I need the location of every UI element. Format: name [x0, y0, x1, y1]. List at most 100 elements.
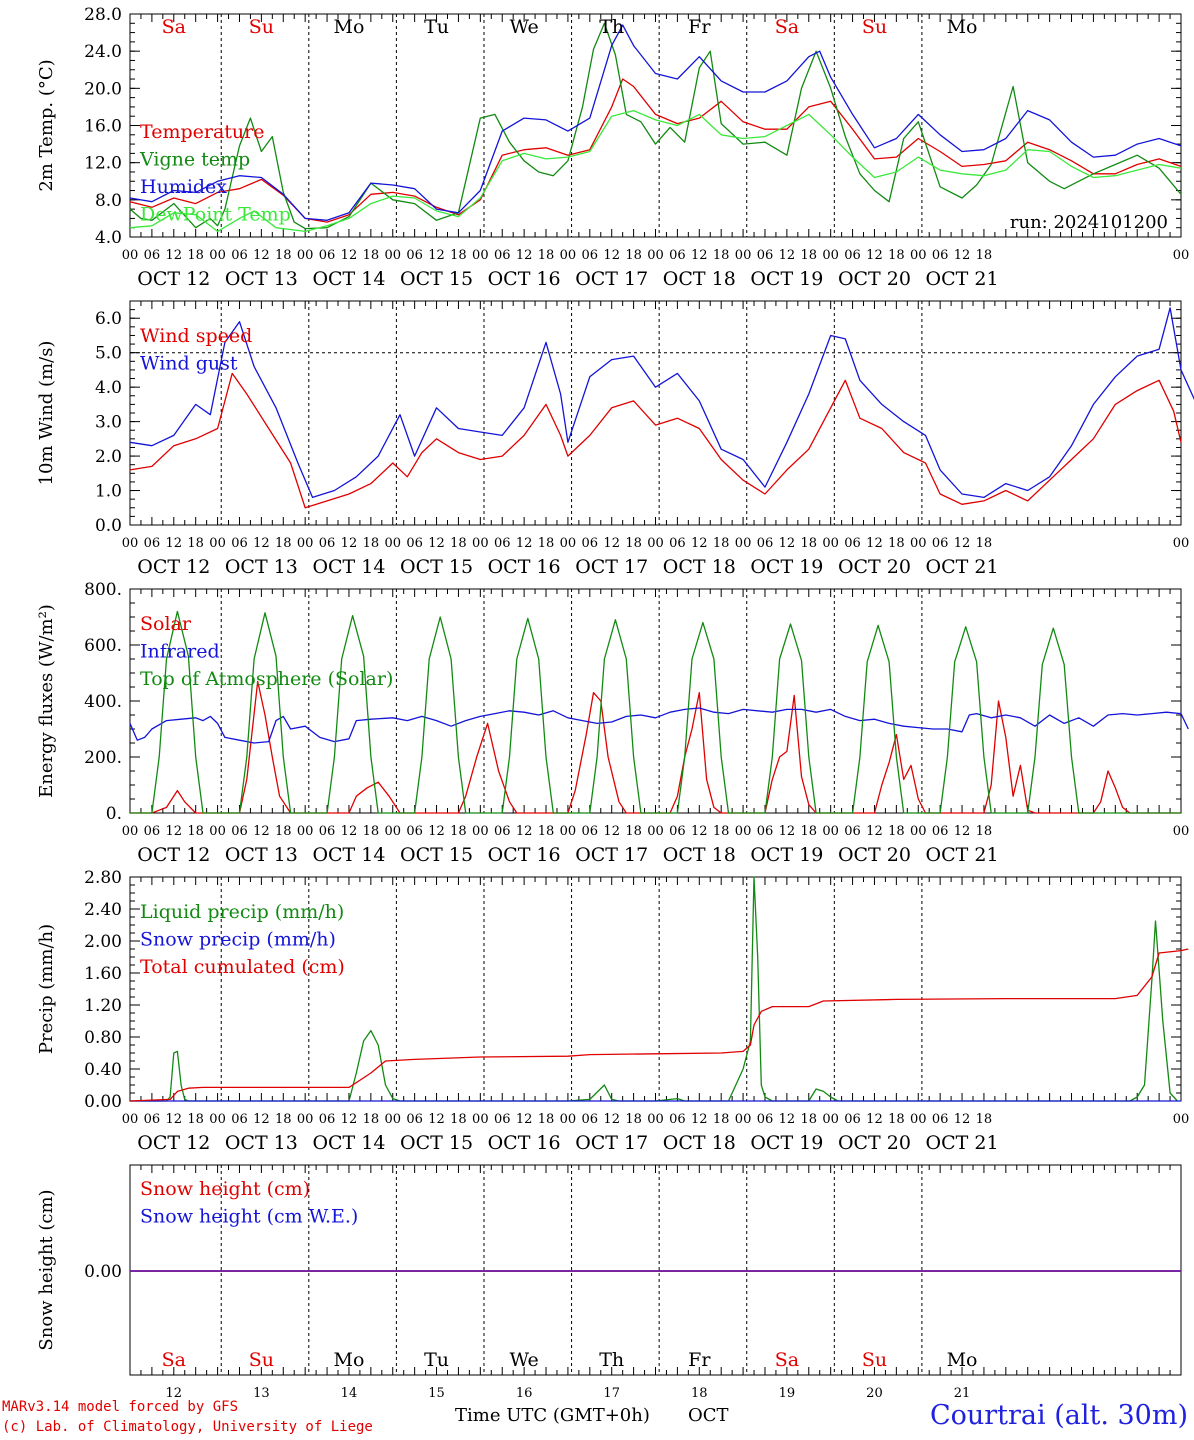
- day-number-label: 21: [954, 1386, 971, 1401]
- x-hour-label: 18: [363, 1112, 380, 1127]
- x-date-label: OCT 17: [575, 556, 648, 578]
- weekday-label: Su: [862, 16, 887, 38]
- y-tick-label: 2.80: [84, 868, 122, 888]
- x-hour-label: 18: [713, 248, 730, 263]
- y-tick-label: 24.0: [84, 42, 122, 62]
- y-tick-label: 0.80: [84, 1028, 122, 1048]
- y-tick-label: 0.00: [84, 1092, 122, 1112]
- x-hour-label: 18: [976, 824, 993, 839]
- x-hour-label: 18: [187, 536, 204, 551]
- weekday-label: Su: [249, 16, 274, 38]
- weekday-label: Su: [862, 1349, 887, 1371]
- y-tick-label: 2.40: [84, 900, 122, 920]
- x-hour-label: 18: [275, 248, 292, 263]
- x-hour-label: 12: [341, 824, 358, 839]
- day-number-label: 18: [691, 1386, 708, 1401]
- weekday-label: Mo: [334, 1349, 365, 1371]
- series-line-blue: [129, 707, 1189, 744]
- lab-credit: (c) Lab. of Climatology, University of L…: [2, 1419, 373, 1435]
- x-date-label: OCT 21: [926, 844, 999, 866]
- panel-1: [129, 13, 1182, 238]
- x-hour-label: 12: [253, 248, 270, 263]
- series-line-blue: [129, 307, 1194, 499]
- weekday-label: Fr: [688, 1349, 711, 1371]
- x-hour-label: 18: [450, 248, 467, 263]
- x-hour-label: 00: [910, 536, 927, 551]
- x-hour-label: 18: [713, 1112, 730, 1127]
- x-hour-label: 00: [297, 1112, 314, 1127]
- y-tick-label: 1.0: [95, 482, 122, 502]
- x-hour-label: 06: [319, 824, 336, 839]
- x-hour-label: 06: [669, 824, 686, 839]
- x-hour-label: 12: [166, 536, 183, 551]
- x-hour-label: 12: [428, 248, 445, 263]
- x-hour-label: 18: [800, 248, 817, 263]
- x-hour-label: 12: [954, 536, 971, 551]
- x-hour-label: 06: [844, 824, 861, 839]
- legend-entry: Snow height (cm): [140, 1178, 310, 1200]
- x-date-label: OCT 14: [312, 556, 385, 578]
- x-hour-label: 18: [625, 536, 642, 551]
- x-hour-label: 18: [363, 824, 380, 839]
- x-date-label: OCT 19: [750, 268, 823, 290]
- x-date-label: OCT 18: [663, 556, 736, 578]
- x-hour-label: 06: [406, 248, 423, 263]
- y-tick-label: 1.20: [84, 996, 122, 1016]
- x-hour-label: 06: [494, 824, 511, 839]
- x-hour-label: 18: [275, 1112, 292, 1127]
- legend-entry: Temperature: [140, 121, 264, 143]
- x-hour-label: 00: [297, 248, 314, 263]
- y-tick-label: 600.: [84, 636, 122, 656]
- x-date-label: OCT 19: [750, 556, 823, 578]
- x-hour-label: 06: [494, 1112, 511, 1127]
- x-hour-label: 06: [932, 248, 949, 263]
- y-tick-label: 3.0: [95, 413, 122, 433]
- x-hour-label: 18: [888, 824, 905, 839]
- x-date-label: OCT 13: [225, 1132, 298, 1154]
- x-hour-label: 00: [122, 248, 139, 263]
- x-hour-label: 12: [691, 248, 708, 263]
- y-axis-label: 2m Temp. (°C): [36, 59, 57, 191]
- x-hour-label: 00: [822, 1112, 839, 1127]
- x-hour-label: 12: [516, 824, 533, 839]
- x-hour-label: 18: [713, 536, 730, 551]
- x-hour-label: 00: [384, 248, 401, 263]
- panel-5: [129, 1164, 1182, 1376]
- x-hour-label: 00: [122, 536, 139, 551]
- y-tick-label: 8.0: [95, 191, 122, 211]
- x-hour-label: 00: [472, 1112, 489, 1127]
- x-hour-label: 12: [516, 1112, 533, 1127]
- x-date-label: OCT 18: [663, 268, 736, 290]
- x-hour-label: 18: [538, 536, 555, 551]
- x-date-label: OCT 21: [926, 556, 999, 578]
- x-hour-label: 06: [757, 824, 774, 839]
- x-hour-label: 06: [494, 248, 511, 263]
- y-axis-label: Precip (mm/h): [36, 924, 57, 1054]
- x-hour-label: 00: [209, 1112, 226, 1127]
- x-hour-label: 18: [625, 248, 642, 263]
- x-hour-label: 12: [341, 536, 358, 551]
- x-hour-label: 18: [538, 248, 555, 263]
- x-hour-label: 06: [844, 536, 861, 551]
- x-hour-label: 00: [560, 824, 577, 839]
- x-date-label: OCT 15: [400, 268, 473, 290]
- series-line-red: [129, 372, 1182, 509]
- day-number-label: 20: [866, 1386, 883, 1401]
- weekday-label: We: [510, 1349, 539, 1371]
- weekday-label: Th: [599, 1349, 624, 1371]
- x-hour-label: 06: [582, 1112, 599, 1127]
- day-number-label: 16: [516, 1386, 533, 1401]
- x-hour-label: 00: [822, 536, 839, 551]
- x-hour-label: 00: [560, 1112, 577, 1127]
- x-axis-month: OCT: [688, 1405, 729, 1426]
- y-tick-label: 12.0: [84, 154, 122, 174]
- x-hour-label: 00: [384, 536, 401, 551]
- x-hour-label: 00: [647, 1112, 664, 1127]
- legend-entry: Wind speed: [140, 325, 252, 347]
- x-date-label: OCT 12: [137, 1132, 210, 1154]
- x-hour-label: 00: [472, 248, 489, 263]
- y-tick-label: 0.0: [95, 516, 122, 536]
- weekday-label: We: [510, 16, 539, 38]
- x-hour-label: 06: [144, 1112, 161, 1127]
